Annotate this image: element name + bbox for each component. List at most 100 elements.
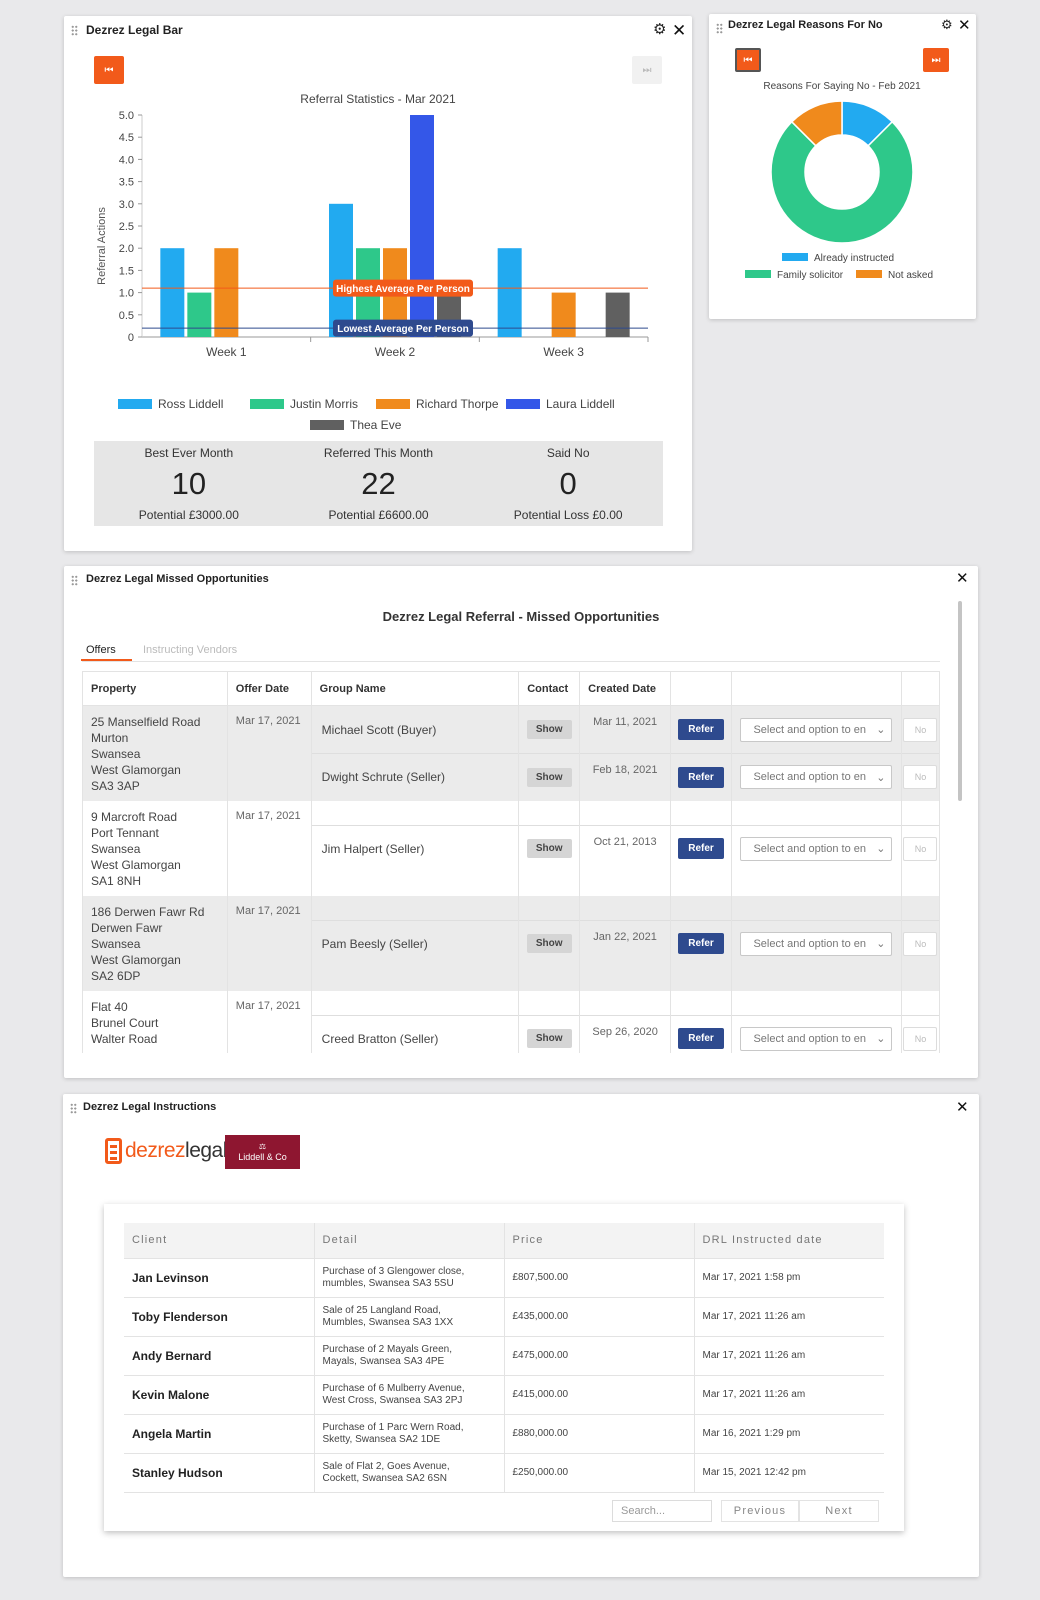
legend-label[interactable]: Richard Thorpe: [416, 397, 499, 411]
no-button[interactable]: No: [903, 931, 938, 956]
skip-back-icon: ⏮: [743, 54, 753, 66]
reason-select[interactable]: Select and option to en ⌄: [740, 931, 893, 956]
legend-swatch[interactable]: [250, 399, 284, 409]
detail-text: Purchase of 3 Glengower close, mumbles, S…: [323, 1266, 504, 1290]
pie-slice[interactable]: [790, 100, 843, 147]
bar[interactable]: [497, 248, 522, 337]
gear-icon[interactable]: ⚙: [653, 21, 667, 38]
show-contact-button[interactable]: Show: [526, 767, 572, 787]
next-page-button[interactable]: Next: [799, 1500, 879, 1522]
refer-row: Refer: [671, 824, 731, 872]
created-date-row: Oct 21, 2013: [580, 824, 671, 872]
created-date-row: Mar 11, 2021: [580, 706, 670, 753]
contact-cell: Show: [518, 895, 581, 991]
table-row[interactable]: Jan Levinson Purchase of 3 Glengower clos…: [124, 1257, 884, 1297]
table-row[interactable]: Stanley Hudson Sale of Flat 2, Goes Avenu…: [124, 1452, 884, 1493]
legend-label[interactable]: Not asked: [888, 270, 933, 281]
column-header[interactable]: Property: [82, 671, 228, 706]
reason-select[interactable]: Select and option to en ⌄: [740, 717, 893, 742]
next-month-button[interactable]: ⏭: [632, 56, 662, 84]
close-icon[interactable]: ✕: [672, 21, 687, 40]
detail-line: Sale of Flat 2, Goes Avenue,: [322, 1460, 450, 1472]
pie-slice[interactable]: [770, 120, 914, 244]
no-button[interactable]: No: [903, 717, 938, 742]
column-header[interactable]: Group Name: [310, 671, 520, 706]
drag-handle-icon[interactable]: [716, 23, 723, 34]
bar[interactable]: [160, 248, 185, 337]
refer-button[interactable]: Refer: [678, 838, 724, 859]
legend-swatch[interactable]: [118, 399, 152, 409]
tab-offers[interactable]: Offers: [81, 644, 132, 661]
no-button[interactable]: No: [903, 765, 938, 789]
refer-button[interactable]: Refer: [678, 719, 724, 740]
legend-label[interactable]: Family solicitor: [777, 270, 844, 281]
drag-handle-icon[interactable]: [71, 575, 78, 586]
previous-month-button[interactable]: ⏮: [735, 48, 761, 72]
table-row[interactable]: Toby Flenderson Sale of 25 Langland Road,…: [124, 1296, 884, 1336]
bar[interactable]: [329, 203, 353, 337]
close-icon[interactable]: ✕: [958, 17, 971, 34]
reason-select[interactable]: Select and option to en ⌄: [740, 765, 893, 789]
instructions-panel: Dezrez Legal Instructions ✕ dezrezlegal …: [63, 1094, 979, 1577]
legend-swatch[interactable]: [310, 420, 344, 430]
legend-swatch[interactable]: [856, 270, 882, 278]
legend-label[interactable]: Ross Liddell: [158, 397, 223, 411]
column-header[interactable]: Contact: [518, 671, 581, 706]
search-input[interactable]: Search...: [612, 1500, 712, 1522]
refer-button[interactable]: Refer: [678, 766, 724, 788]
refer-button[interactable]: Refer: [678, 933, 724, 954]
previous-month-button[interactable]: ⏮: [94, 56, 124, 84]
bar[interactable]: [605, 292, 630, 337]
next-month-button[interactable]: ⏭: [923, 48, 949, 72]
column-header: [731, 671, 902, 706]
group-name-row: Dwight Schrute (Seller): [311, 753, 519, 800]
no-button[interactable]: No: [903, 1026, 938, 1051]
reason-select[interactable]: Select and option to en ⌄: [740, 836, 893, 861]
column-header[interactable]: Offer Date: [226, 671, 312, 706]
legend-swatch[interactable]: [745, 270, 771, 278]
legend-swatch[interactable]: [782, 253, 808, 261]
refer-row: Refer: [671, 706, 731, 753]
show-contact-button[interactable]: Show: [526, 934, 572, 953]
detail-line: Purchase of 1 Parc Wern Road,: [322, 1421, 464, 1433]
close-icon[interactable]: ✕: [956, 1099, 969, 1116]
bar[interactable]: [410, 115, 434, 337]
gear-icon[interactable]: ⚙: [941, 17, 953, 32]
table-row[interactable]: Angela Martin Purchase of 1 Parc Wern Roa…: [124, 1413, 884, 1453]
drag-handle-icon[interactable]: [71, 25, 78, 36]
refer-button[interactable]: Refer: [678, 1028, 724, 1049]
reason-select[interactable]: Select and option to en ⌄: [740, 1026, 893, 1051]
drag-handle-icon[interactable]: [70, 1103, 77, 1114]
legend-label[interactable]: Thea Eve: [350, 418, 402, 432]
scrollbar[interactable]: [958, 601, 962, 801]
table-row[interactable]: Kevin Malone Purchase of 6 Mulberry Avenu…: [124, 1374, 884, 1414]
legend-label[interactable]: Already instructed: [814, 253, 894, 264]
show-contact-button[interactable]: Show: [526, 1029, 572, 1048]
tab-instructing-vendors[interactable]: Instructing Vendors: [143, 644, 238, 656]
column-header[interactable]: Client: [124, 1223, 314, 1258]
group-name: Pam Beesly (Seller): [321, 936, 428, 951]
close-icon[interactable]: ✕: [956, 570, 969, 587]
bar[interactable]: [551, 292, 576, 337]
show-contact-button[interactable]: Show: [526, 839, 572, 858]
column-header[interactable]: Detail: [313, 1223, 504, 1258]
select-cell: Select and option to en ⌄: [731, 800, 902, 896]
table-row[interactable]: Andy Bernard Purchase of 2 Mayals Green, M…: [124, 1335, 884, 1375]
offer-date-cell: Mar 17, 2021: [226, 895, 312, 991]
bar[interactable]: [214, 248, 239, 337]
legend-swatch[interactable]: [506, 399, 540, 409]
legend-label[interactable]: Justin Morris: [290, 397, 358, 411]
y-tick-label: 2.5: [119, 221, 134, 233]
column-header[interactable]: DRL Instructed date: [693, 1223, 884, 1258]
previous-page-button[interactable]: Previous: [721, 1500, 799, 1522]
detail-cell: Purchase of 1 Parc Wern Road, Sketty, Swa…: [313, 1413, 504, 1453]
spacer-row: [312, 896, 519, 920]
legend-swatch[interactable]: [376, 399, 410, 409]
bar[interactable]: [187, 292, 212, 337]
column-header[interactable]: Created Date: [579, 671, 672, 706]
legend-label[interactable]: Laura Liddell: [546, 397, 615, 411]
column-header[interactable]: Price: [503, 1223, 694, 1258]
no-button[interactable]: No: [903, 836, 938, 861]
group-name-cell: Creed Bratton (Seller): [310, 990, 520, 1053]
show-contact-button[interactable]: Show: [526, 720, 572, 739]
